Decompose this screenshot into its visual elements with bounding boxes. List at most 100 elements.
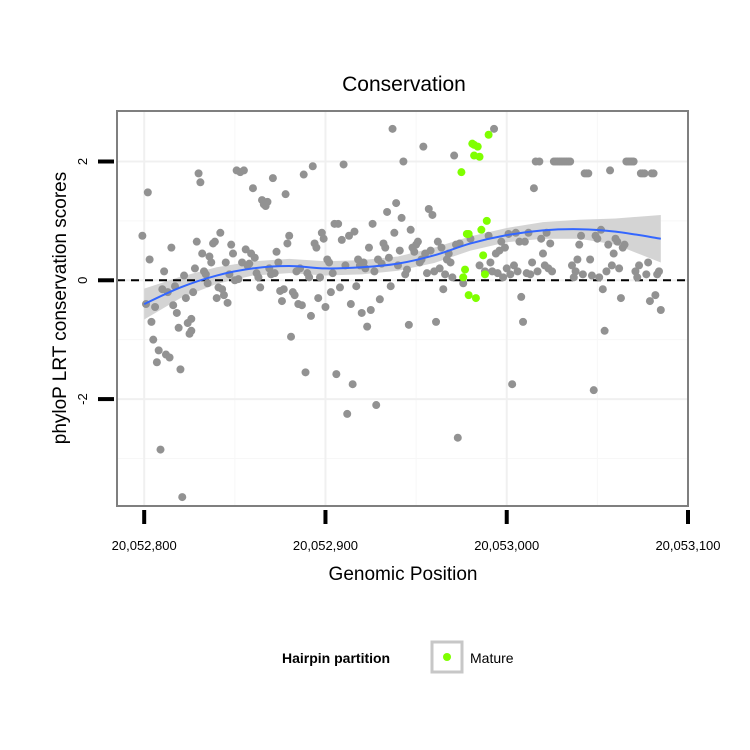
data-point (221, 258, 230, 267)
data-point (316, 273, 325, 282)
data-point (314, 294, 323, 303)
data-point-mature (479, 251, 488, 260)
data-point (174, 323, 183, 332)
data-point (172, 308, 181, 317)
data-point (571, 267, 580, 276)
data-point (600, 326, 609, 335)
data-point (633, 273, 642, 282)
data-point (422, 269, 431, 278)
data-point (326, 288, 335, 297)
data-point (397, 213, 406, 222)
data-point (499, 273, 508, 282)
data-point (459, 279, 468, 288)
data-point (548, 267, 557, 276)
data-point (450, 151, 459, 160)
data-point (403, 265, 412, 274)
data-point (587, 271, 596, 280)
points-other (138, 124, 665, 502)
data-point (268, 174, 277, 183)
data-point (143, 188, 152, 197)
data-point (189, 288, 198, 297)
data-point (446, 258, 455, 267)
data-point (526, 270, 535, 279)
data-point (274, 258, 283, 267)
data-point (147, 317, 156, 326)
data-point (223, 298, 232, 307)
data-point (577, 231, 586, 240)
data-point (567, 261, 576, 270)
data-point (348, 380, 357, 389)
data-point (160, 267, 169, 276)
data-point (270, 269, 279, 278)
data-point (616, 294, 625, 303)
data-point (520, 237, 529, 246)
data-point (207, 258, 216, 267)
data-point (332, 370, 341, 379)
data-point (306, 311, 315, 320)
x-tick-label: 20,053,100 (655, 538, 720, 553)
data-point (486, 258, 495, 267)
data-point (180, 271, 189, 280)
data-point (589, 386, 598, 395)
data-point (395, 246, 404, 255)
data-point (352, 282, 361, 291)
data-point (475, 261, 484, 270)
data-point (305, 273, 314, 282)
data-point (178, 493, 187, 502)
data-point (566, 157, 575, 166)
data-point (604, 240, 613, 249)
data-point-mature (464, 291, 473, 300)
data-point (248, 184, 257, 193)
data-point (375, 295, 384, 304)
data-point (433, 237, 442, 246)
data-point-mature (471, 294, 480, 303)
data-point (593, 234, 602, 243)
data-point (138, 231, 147, 240)
data-point-mature (464, 229, 473, 238)
data-point (321, 303, 330, 312)
data-point (227, 240, 236, 249)
data-point (272, 247, 281, 256)
data-point (337, 235, 346, 244)
confidence-band (144, 214, 661, 320)
data-point (615, 264, 624, 273)
data-point (413, 237, 422, 246)
data-point (156, 445, 165, 454)
data-point (245, 259, 254, 268)
y-tick-label: 0 (75, 277, 90, 284)
data-point (598, 285, 607, 294)
data-point (201, 270, 210, 279)
data-point (277, 297, 286, 306)
data-point (453, 433, 462, 442)
data-point (437, 243, 446, 252)
data-point (609, 249, 618, 258)
data-point (151, 303, 160, 312)
data-point (426, 246, 435, 255)
data-point (194, 169, 203, 178)
data-point (390, 228, 399, 237)
data-point (410, 247, 419, 256)
data-point (192, 237, 201, 246)
data-point (325, 258, 334, 267)
data-point (285, 231, 294, 240)
data-point (190, 264, 199, 273)
data-point (386, 282, 395, 291)
data-point (645, 297, 654, 306)
smooth-trend-line (143, 228, 661, 305)
data-point (640, 169, 649, 178)
data-point (606, 166, 615, 175)
data-point (439, 285, 448, 294)
x-tick-label: 20,052,900 (293, 538, 358, 553)
data-point (339, 160, 348, 169)
data-point (187, 314, 196, 323)
data-point (357, 308, 366, 317)
data-point (607, 261, 616, 270)
data-point (575, 240, 584, 249)
data-point (241, 245, 250, 254)
data-point (500, 243, 509, 252)
data-point (167, 243, 176, 252)
legend: Hairpin partition Mature (282, 640, 514, 674)
data-point (372, 401, 381, 410)
data-point (651, 291, 660, 300)
